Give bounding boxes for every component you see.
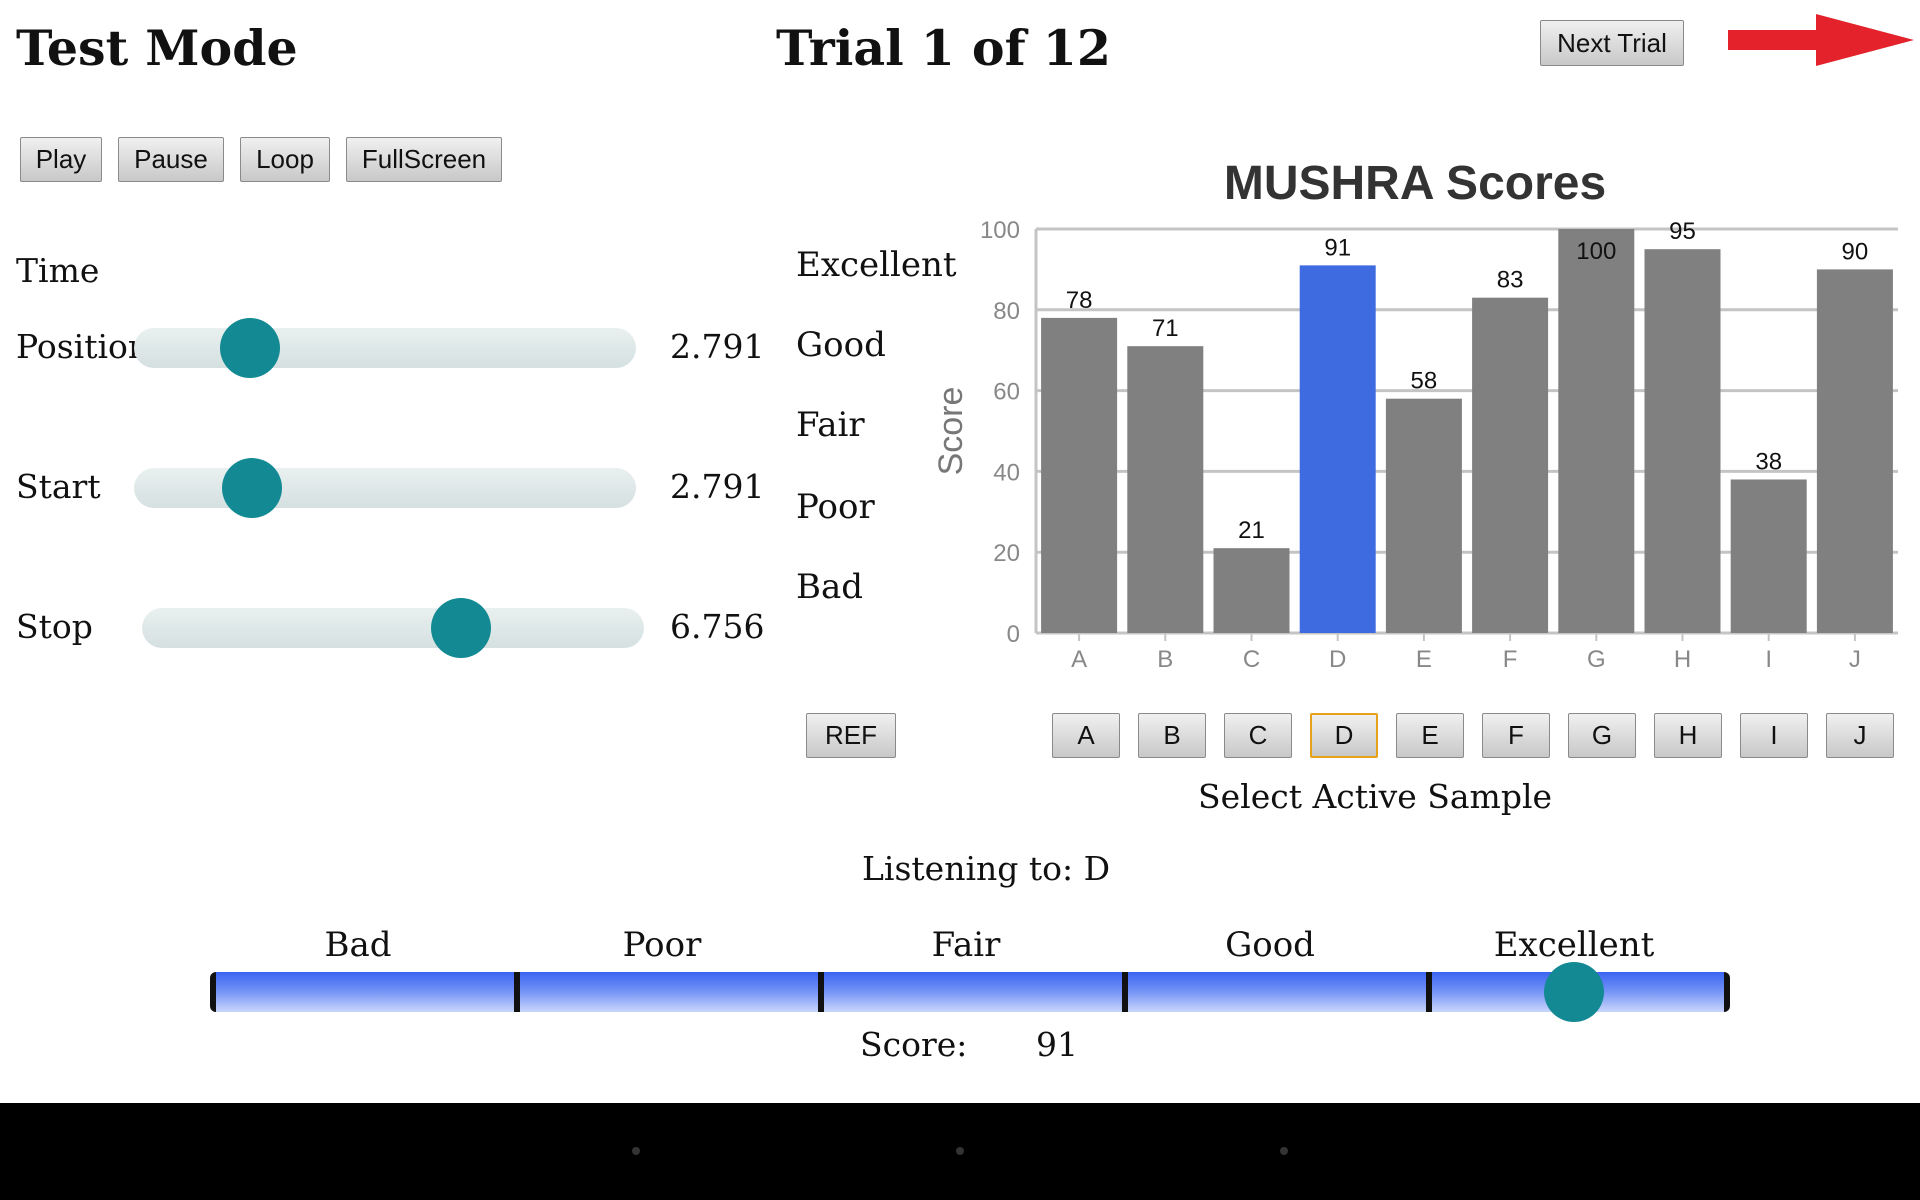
- score-value: 91: [1036, 1025, 1078, 1064]
- chart-x-tick-label: E: [1416, 646, 1432, 673]
- chart-x-tick-label: F: [1503, 646, 1518, 673]
- start-slider-thumb[interactable]: [221, 458, 282, 518]
- select-sample-caption: Select Active Sample: [1198, 777, 1553, 816]
- nav-recents-icon[interactable]: [1280, 1147, 1288, 1155]
- chart-x-tick-label: A: [1071, 646, 1087, 673]
- sample-button-f[interactable]: F: [1482, 713, 1550, 758]
- pause-button[interactable]: Pause: [118, 137, 224, 182]
- chart-bar-i: [1730, 479, 1807, 633]
- chart-y-axis-label: Score: [932, 387, 970, 476]
- chart-bar-f: [1472, 297, 1549, 633]
- position-slider-thumb[interactable]: [220, 318, 281, 378]
- start-label: Start: [16, 467, 101, 506]
- stop-label: Stop: [16, 607, 93, 646]
- chart-x-tick-label: I: [1765, 646, 1772, 673]
- sample-button-c[interactable]: C: [1224, 713, 1292, 758]
- score-label: Score:: [860, 1025, 968, 1064]
- chart-y-tick-label: 80: [993, 298, 1020, 325]
- chart-data-label: 21: [1238, 517, 1265, 544]
- start-slider[interactable]: [134, 458, 636, 518]
- sample-button-i[interactable]: I: [1740, 713, 1808, 758]
- chart-y-tick-label: 20: [993, 540, 1020, 567]
- chart-data-label: 38: [1755, 448, 1782, 475]
- play-button[interactable]: Play: [20, 137, 102, 182]
- page-title: Test Mode: [16, 19, 298, 77]
- arrow-right-icon[interactable]: [1728, 14, 1914, 66]
- sample-button-d[interactable]: D: [1310, 713, 1378, 758]
- position-slider[interactable]: [134, 318, 636, 378]
- score-slider-thumb[interactable]: [1544, 962, 1605, 1022]
- next-trial-button[interactable]: Next Trial: [1540, 20, 1684, 66]
- scale-label-poor: Poor: [622, 925, 702, 965]
- trial-title: Trial 1 of 12: [776, 19, 1111, 77]
- score-slider[interactable]: [210, 962, 1730, 1022]
- chart-bar-c: [1213, 548, 1290, 633]
- mushra-bar-chart: 0 20 40 60 80 100 Score 78 A 71 B 21 C 91 D 58 E 83 F 100 G 9…: [932, 217, 1898, 673]
- chart-bar-j: [1816, 269, 1893, 633]
- system-nav-bar: [0, 1103, 1920, 1200]
- score-tick: [1122, 972, 1128, 1012]
- time-heading: Time: [16, 251, 100, 290]
- chart-data-label: 91: [1324, 234, 1351, 261]
- score-tick: [514, 972, 520, 1012]
- sample-button-j[interactable]: J: [1826, 713, 1894, 758]
- chart-bar-h: [1644, 249, 1721, 633]
- chart-y-tick-label: 40: [993, 459, 1020, 486]
- scale-label-excellent: Excellent: [1493, 925, 1655, 965]
- chart-bar-a: [1041, 317, 1118, 633]
- chart-data-label: 100: [1576, 238, 1616, 265]
- chart-y-tick-label: 0: [1007, 621, 1020, 648]
- position-label: Position: [16, 327, 150, 366]
- chart-x-tick-label: C: [1243, 646, 1260, 673]
- chart-x-tick-label: H: [1674, 646, 1691, 673]
- ref-button[interactable]: REF: [806, 713, 896, 758]
- chart-data-label: 83: [1497, 267, 1524, 294]
- stop-value: 6.756: [670, 607, 765, 646]
- chart-bar-d: [1299, 265, 1376, 633]
- sample-button-b[interactable]: B: [1138, 713, 1206, 758]
- chart-data-label: 90: [1842, 238, 1869, 265]
- scale-label-bad: Bad: [324, 925, 392, 965]
- scale-label-fair: Fair: [931, 925, 1001, 965]
- rating-label-fair: Fair: [796, 405, 865, 445]
- sample-button-h[interactable]: H: [1654, 713, 1722, 758]
- loop-button[interactable]: Loop: [240, 137, 330, 182]
- scale-label-good: Good: [1225, 925, 1315, 965]
- chart-data-label: 71: [1152, 315, 1179, 342]
- chart-x-tick-label: D: [1329, 646, 1346, 673]
- listening-to-text: Listening to: D: [862, 849, 1111, 888]
- score-tick: [1426, 972, 1432, 1012]
- score-tick: [818, 972, 824, 1012]
- chart-title: MUSHRA Scores: [1223, 157, 1607, 210]
- position-value: 2.791: [670, 327, 765, 366]
- chart-data-label: 78: [1066, 287, 1093, 314]
- chart-x-tick-label: J: [1849, 646, 1861, 673]
- chart-data-label: 58: [1411, 368, 1438, 395]
- sample-button-e[interactable]: E: [1396, 713, 1464, 758]
- fullscreen-button[interactable]: FullScreen: [346, 137, 502, 182]
- chart-y-tick-label: 60: [993, 379, 1020, 406]
- chart-x-tick-label: G: [1587, 646, 1606, 673]
- chart-x-tick-label: B: [1157, 646, 1173, 673]
- chart-bar-e: [1385, 398, 1462, 633]
- rating-label-excellent: Excellent: [796, 245, 957, 285]
- start-value: 2.791: [670, 467, 765, 506]
- rating-label-poor: Poor: [796, 487, 875, 527]
- nav-home-icon[interactable]: [956, 1147, 964, 1155]
- nav-back-icon[interactable]: [632, 1147, 640, 1155]
- stop-slider[interactable]: [142, 598, 644, 658]
- stop-slider-thumb[interactable]: [431, 598, 492, 658]
- sample-button-a[interactable]: A: [1052, 713, 1120, 758]
- chart-bar-b: [1127, 346, 1204, 633]
- rating-label-bad: Bad: [796, 567, 864, 607]
- chart-y-tick-label: 100: [980, 217, 1020, 244]
- rating-label-good: Good: [796, 325, 886, 365]
- arrow-right-shape: [1728, 14, 1914, 66]
- chart-data-label: 95: [1669, 218, 1696, 245]
- sample-button-g[interactable]: G: [1568, 713, 1636, 758]
- chart-bar-g: [1558, 229, 1635, 633]
